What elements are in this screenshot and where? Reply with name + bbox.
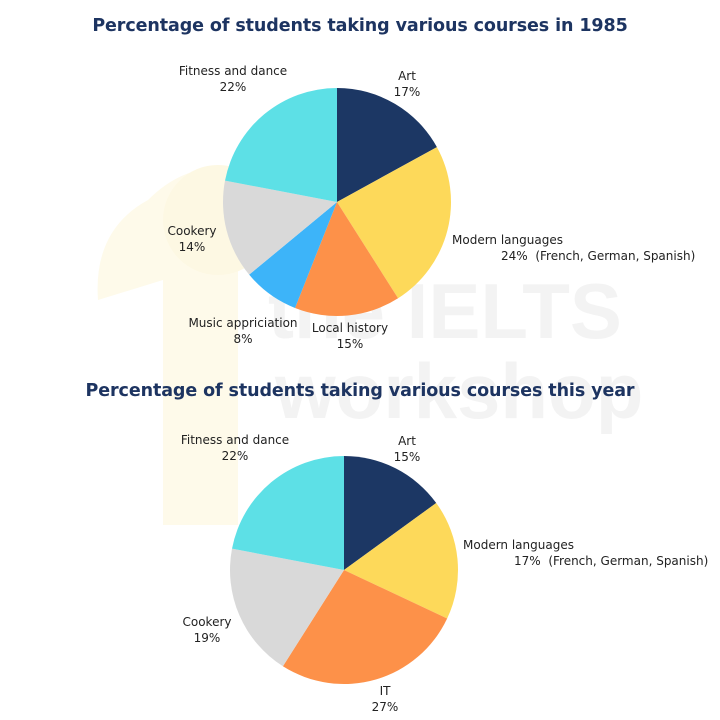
pie-slice-music-appriciation [249,202,337,308]
label-name: Modern languages [452,233,563,247]
label-name: Art [398,434,416,448]
label-value: 22% [219,80,247,94]
pie-slice-local-history [295,202,399,316]
chart-1985-title: Percentage of students taking various co… [92,16,628,36]
label-value: 22% [221,449,249,463]
pie-this-year-slices [230,455,458,684]
label-value: 27% [371,700,399,714]
label-name: Modern languages [463,538,574,552]
pie-slice-fitness-and-dance [232,456,344,570]
label-name: Art [398,69,416,83]
label-1985-modern-languages: Modern languages 24% (French, German, Sp… [452,232,695,264]
label-name: Local history [311,321,389,335]
label-value: 24% [501,249,528,263]
label-note: (French, German, Spanish) [548,554,709,568]
label-name: Cookery [182,615,232,629]
label-value: 15% [393,450,421,464]
label-value: 8% [233,332,253,346]
pie-slice-it [282,570,448,684]
label-1985-fitness: Fitness and dance 22% [168,63,298,95]
label-this-year-fitness: Fitness and dance 22% [175,432,295,464]
pie-slice-art [337,88,437,202]
pie-slice-modern-languages [344,502,458,619]
label-value: 17% [514,554,541,568]
label-name: IT [379,684,391,698]
label-name: Fitness and dance [178,64,288,78]
label-1985-music: Music appriciation 8% [180,315,306,347]
pie-slice-cookery [230,548,344,667]
pie-slice-art [344,455,437,570]
label-value: 15% [336,337,364,351]
watermark-text-line2: workshop [275,347,644,435]
label-note: (French, German, Spanish) [535,249,696,263]
label-name: Fitness and dance [180,433,290,447]
label-1985-art: Art 17% [385,68,429,100]
pie-1985-slices [223,88,451,316]
label-value: 17% [393,85,421,99]
label-this-year-art: Art 15% [385,433,429,465]
label-value: 19% [193,631,221,645]
pie-slice-modern-languages [337,147,451,299]
label-this-year-cookery: Cookery 19% [173,614,241,646]
label-1985-cookery: Cookery 14% [158,223,226,255]
label-1985-local-history: Local history 15% [305,320,395,352]
label-this-year-it: IT 27% [360,683,410,715]
label-this-year-modern-languages: Modern languages 17% (French, German, Sp… [463,537,708,569]
label-name: Music appriciation [188,316,298,330]
label-name: Cookery [167,224,217,238]
label-value: 14% [178,240,206,254]
chart-this-year-title: Percentage of students taking various co… [85,381,635,401]
